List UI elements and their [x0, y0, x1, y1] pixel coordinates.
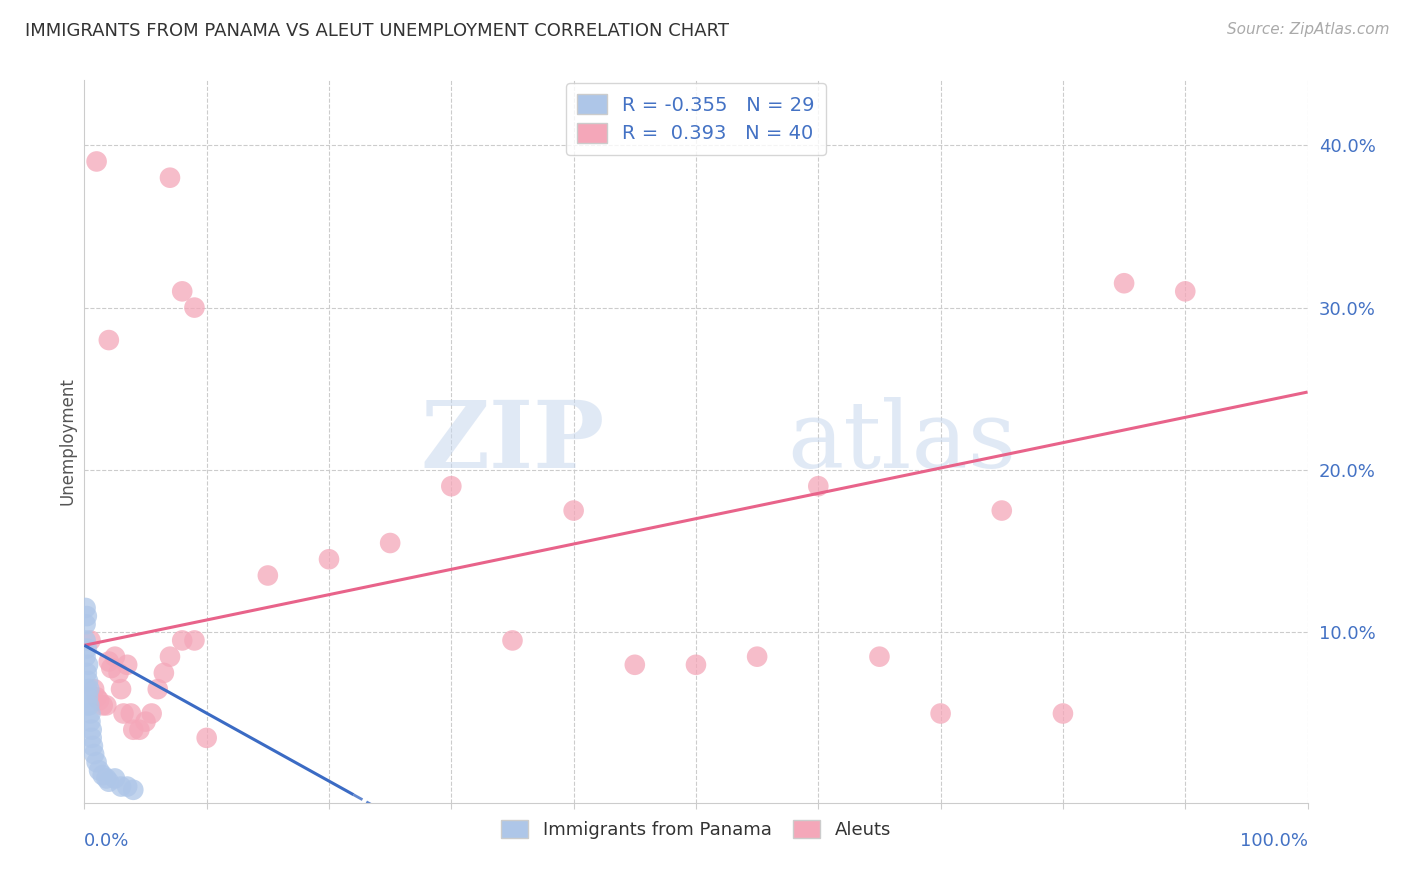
- Legend: Immigrants from Panama, Aleuts: Immigrants from Panama, Aleuts: [492, 811, 900, 848]
- Y-axis label: Unemployment: Unemployment: [58, 377, 76, 506]
- Point: [807, 479, 830, 493]
- Point: [562, 503, 585, 517]
- Point: [77, 673, 100, 688]
- Point: [80, 731, 103, 745]
- Point: [87, 693, 110, 707]
- Point: [80, 723, 103, 737]
- Point: [76, 665, 98, 680]
- Point: [104, 649, 127, 664]
- Point: [107, 665, 129, 680]
- Point: [79, 706, 101, 721]
- Point: [115, 657, 138, 672]
- Point: [120, 706, 142, 721]
- Point: [869, 649, 891, 664]
- Point: [195, 731, 218, 745]
- Point: [86, 690, 108, 705]
- Point: [76, 698, 98, 713]
- Point: [82, 739, 104, 753]
- Point: [75, 601, 97, 615]
- Point: [183, 301, 205, 315]
- Point: [76, 609, 98, 624]
- Point: [380, 536, 402, 550]
- Point: [86, 755, 108, 769]
- Point: [128, 723, 150, 737]
- Point: [97, 333, 120, 347]
- Point: [75, 633, 97, 648]
- Point: [172, 285, 194, 299]
- Point: [159, 170, 181, 185]
- Point: [115, 780, 138, 794]
- Point: [104, 772, 127, 786]
- Point: [685, 657, 707, 672]
- Point: [76, 641, 98, 656]
- Point: [929, 706, 952, 721]
- Point: [1174, 285, 1197, 299]
- Point: [91, 698, 114, 713]
- Text: ZIP: ZIP: [420, 397, 605, 486]
- Point: [112, 706, 135, 721]
- Point: [153, 665, 176, 680]
- Point: [183, 633, 205, 648]
- Point: [747, 649, 769, 664]
- Point: [79, 633, 101, 648]
- Point: [79, 714, 101, 729]
- Point: [83, 747, 105, 761]
- Point: [502, 633, 524, 648]
- Point: [141, 706, 163, 721]
- Point: [1052, 706, 1074, 721]
- Point: [83, 682, 105, 697]
- Point: [159, 649, 181, 664]
- Point: [122, 723, 145, 737]
- Point: [257, 568, 280, 582]
- Point: [1114, 277, 1136, 291]
- Point: [440, 479, 463, 493]
- Point: [318, 552, 340, 566]
- Point: [146, 682, 169, 697]
- Point: [110, 682, 132, 697]
- Point: [77, 657, 100, 672]
- Point: [97, 774, 120, 789]
- Text: atlas: atlas: [787, 397, 1017, 486]
- Point: [91, 768, 114, 782]
- Point: [122, 782, 145, 797]
- Point: [75, 649, 97, 664]
- Point: [76, 682, 98, 697]
- Point: [96, 772, 118, 786]
- Text: Source: ZipAtlas.com: Source: ZipAtlas.com: [1226, 22, 1389, 37]
- Point: [135, 714, 157, 729]
- Point: [75, 617, 97, 632]
- Point: [624, 657, 647, 672]
- Point: [87, 764, 110, 778]
- Point: [77, 698, 100, 713]
- Point: [100, 661, 122, 675]
- Point: [86, 154, 108, 169]
- Text: IMMIGRANTS FROM PANAMA VS ALEUT UNEMPLOYMENT CORRELATION CHART: IMMIGRANTS FROM PANAMA VS ALEUT UNEMPLOY…: [25, 22, 730, 40]
- Text: 0.0%: 0.0%: [84, 831, 129, 850]
- Point: [96, 698, 118, 713]
- Point: [172, 633, 194, 648]
- Point: [77, 690, 100, 705]
- Point: [110, 780, 132, 794]
- Point: [77, 682, 100, 697]
- Point: [97, 655, 120, 669]
- Text: 100.0%: 100.0%: [1240, 831, 1308, 850]
- Point: [991, 503, 1014, 517]
